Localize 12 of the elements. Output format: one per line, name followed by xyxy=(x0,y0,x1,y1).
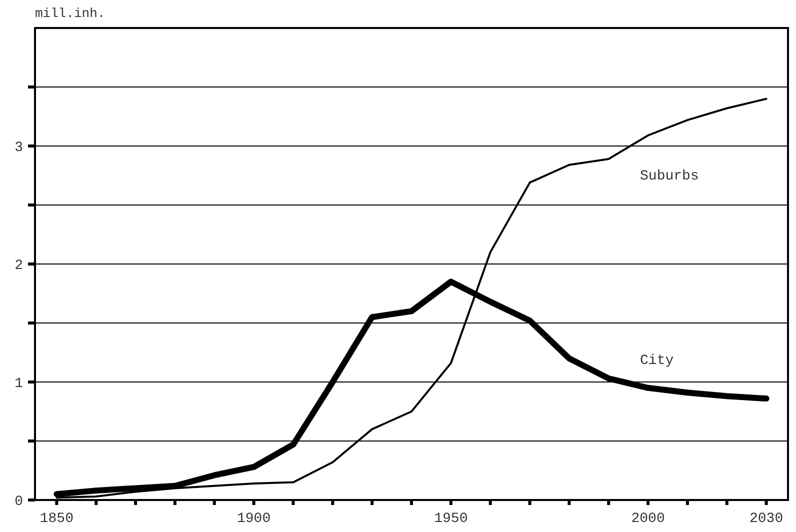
y-tick-label: 3 xyxy=(14,140,23,156)
x-tick-label: 1900 xyxy=(237,511,271,527)
series-label: City xyxy=(640,352,674,369)
y-axis-title: mill.inh. xyxy=(35,6,106,21)
y-tick-label: 0 xyxy=(14,494,23,510)
x-tick-label: 2000 xyxy=(631,511,665,527)
x-tick-label: 1950 xyxy=(434,511,468,527)
x-tick-label: 2030 xyxy=(750,511,784,527)
series-label: Suburbs xyxy=(640,168,699,184)
y-tick-label: 1 xyxy=(14,376,23,392)
x-tick-label: 1850 xyxy=(40,511,74,527)
y-tick-label: 2 xyxy=(14,258,23,274)
